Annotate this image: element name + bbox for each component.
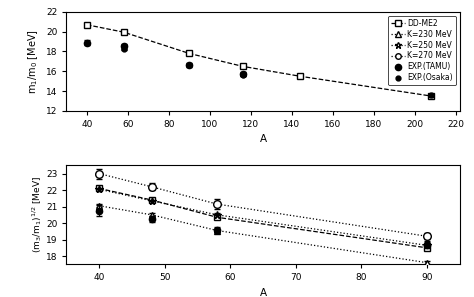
X-axis label: A: A (259, 135, 267, 144)
Y-axis label: m$_1$/m$_0$ [MeV]: m$_1$/m$_0$ [MeV] (27, 29, 40, 94)
X-axis label: A: A (259, 288, 267, 297)
Legend: DD-ME2, K=230 MeV, K=250 MeV, K=270 MeV, EXP.(TAMU), EXP.(Osaka): DD-ME2, K=230 MeV, K=250 MeV, K=270 MeV,… (388, 16, 456, 85)
Y-axis label: (m$_3$/m$_1$)$^{1/2}$ [MeV]: (m$_3$/m$_1$)$^{1/2}$ [MeV] (30, 176, 45, 253)
